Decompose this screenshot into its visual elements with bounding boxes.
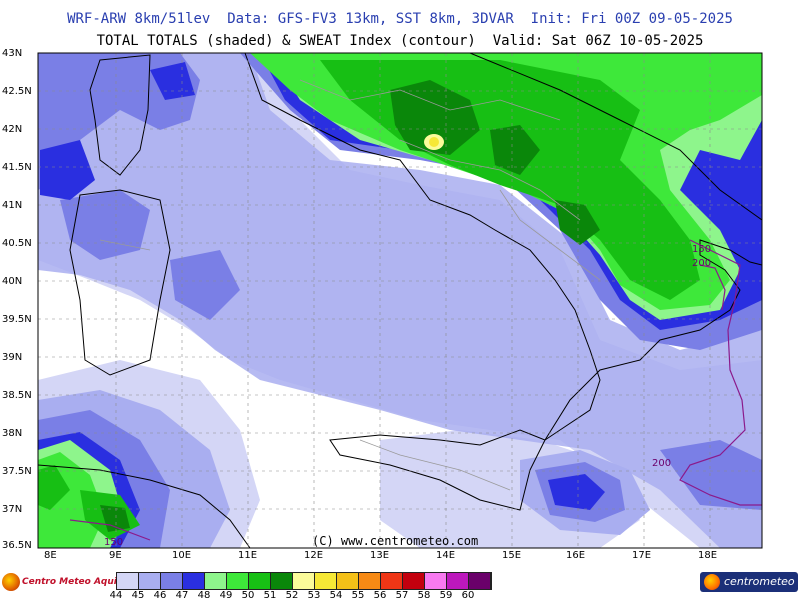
legend-swatch xyxy=(139,573,161,589)
sweat-contours xyxy=(69,239,762,541)
copyright-text: (C) www.centrometeo.com xyxy=(312,534,479,548)
logo-text: centrometeo xyxy=(724,575,795,588)
lat-label: 41N xyxy=(2,200,23,211)
globe-icon xyxy=(2,573,20,591)
lat-label: 40.5N xyxy=(2,238,32,249)
legend-level-label: 46 xyxy=(153,590,167,601)
legend-swatch xyxy=(161,573,183,589)
lat-lon-grid xyxy=(38,53,762,548)
legend-level-label: 52 xyxy=(285,590,299,601)
legend-level-label: 47 xyxy=(175,590,189,601)
legend-level-label: 50 xyxy=(241,590,255,601)
lon-label: 11E xyxy=(238,550,258,561)
legend-swatch xyxy=(403,573,425,589)
legend-swatch xyxy=(293,573,315,589)
lon-label: 13E xyxy=(370,550,390,561)
legend-swatch xyxy=(359,573,381,589)
lon-label: 10E xyxy=(172,550,192,561)
lat-label: 41.5N xyxy=(2,162,32,173)
header-product-info: TOTAL TOTALS (shaded) & SWEAT Index (con… xyxy=(96,33,704,49)
legend-swatch xyxy=(425,573,447,589)
lon-label: 16E xyxy=(566,550,586,561)
legend-level-label: 56 xyxy=(373,590,387,601)
lat-label: 39N xyxy=(2,352,23,363)
legend-level-label: 44 xyxy=(109,590,123,601)
shaded-total-totals xyxy=(38,53,762,548)
legend-level-label: 55 xyxy=(351,590,365,601)
lat-label: 42N xyxy=(2,124,23,135)
sweat-label: 200 xyxy=(652,458,671,469)
legend-swatch xyxy=(227,573,249,589)
centrometeo-logo: centrometeo xyxy=(700,572,798,592)
lon-label: 18E xyxy=(698,550,718,561)
lon-label: 8E xyxy=(44,550,57,561)
legend-level-label: 49 xyxy=(219,590,233,601)
legend-swatch xyxy=(183,573,205,589)
map-frame xyxy=(37,52,763,549)
legend-swatch xyxy=(205,573,227,589)
legend-level-label: 53 xyxy=(307,590,321,601)
legend-level-label: 45 xyxy=(131,590,145,601)
legend-level-label: 58 xyxy=(417,590,431,601)
color-legend xyxy=(116,572,492,590)
legend-swatch xyxy=(337,573,359,589)
centro-meteo-aquilano-logo: Centro Meteo Aquilano xyxy=(2,571,139,595)
legend-swatch xyxy=(447,573,469,589)
lon-label: 14E xyxy=(436,550,456,561)
lon-label: 17E xyxy=(632,550,652,561)
legend-level-label: 54 xyxy=(329,590,343,601)
logo-text: Centro Meteo Aquilano xyxy=(22,577,139,587)
legend-swatch xyxy=(381,573,403,589)
legend-swatch xyxy=(469,573,491,589)
lat-label: 39.5N xyxy=(2,314,32,325)
lon-label: 12E xyxy=(304,550,324,561)
lat-label: 36.5N xyxy=(2,540,32,551)
lon-label: 9E xyxy=(109,550,122,561)
lat-label: 37N xyxy=(2,504,23,515)
lat-label: 40N xyxy=(2,276,23,287)
sweat-label: 150 xyxy=(692,244,711,255)
sun-icon xyxy=(704,574,720,590)
legend-swatch xyxy=(117,573,139,589)
legend-level-label: 51 xyxy=(263,590,277,601)
header-model-info: WRF-ARW 8km/51lev Data: GFS-FV3 13km, SS… xyxy=(67,11,733,27)
lat-label: 38N xyxy=(2,428,23,439)
lon-label: 15E xyxy=(502,550,522,561)
legend-level-label: 59 xyxy=(439,590,453,601)
legend-swatch xyxy=(315,573,337,589)
lat-label: 38.5N xyxy=(2,390,32,401)
legend-level-label: 48 xyxy=(197,590,211,601)
lat-label: 37.5N xyxy=(2,466,32,477)
legend-level-label: 57 xyxy=(395,590,409,601)
legend-swatch xyxy=(249,573,271,589)
lat-label: 43N xyxy=(2,48,23,59)
sweat-label: 150 xyxy=(104,537,123,548)
legend-level-label: 60 xyxy=(461,590,475,601)
sweat-label: 200 xyxy=(692,258,711,269)
legend-swatch xyxy=(271,573,293,589)
lat-label: 42.5N xyxy=(2,86,32,97)
